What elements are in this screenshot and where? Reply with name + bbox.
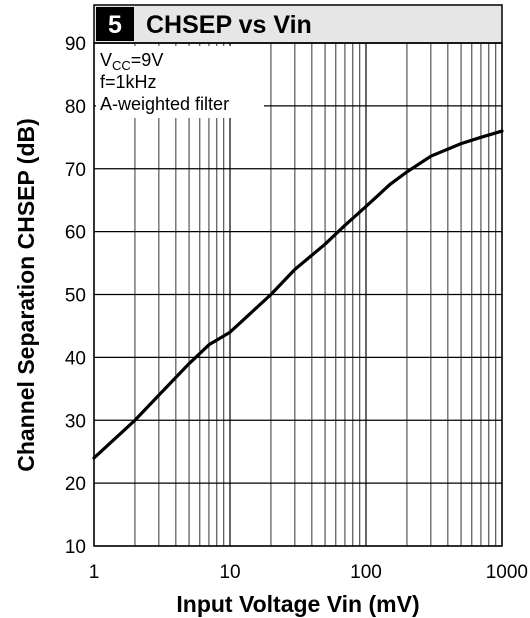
annotation-vcc: VCC=9V <box>100 50 163 73</box>
x-tick-label: 10 <box>219 562 240 583</box>
x-tick-label: 1 <box>89 562 100 583</box>
y-tick-label: 40 <box>65 348 86 369</box>
y-tick-label: 60 <box>65 223 86 244</box>
y-tick-label: 70 <box>65 160 86 181</box>
y-tick-label: 80 <box>65 97 86 118</box>
y-axis-label: Channel Separation CHSEP (dB) <box>13 118 39 472</box>
y-tick-labels: 10 20 30 40 50 60 70 80 90 <box>65 34 86 558</box>
y-tick-label: 20 <box>65 474 86 495</box>
x-axis-label: Input Voltage Vin (mV) <box>176 591 419 617</box>
annotation-vcc-sub: CC <box>112 58 131 73</box>
annotation-freq: f=1kHz <box>100 72 157 92</box>
major-grid <box>93 42 503 547</box>
title-badge <box>96 7 134 41</box>
plot-frame <box>93 42 503 547</box>
annotation-vcc-main: V <box>100 50 112 70</box>
x-tick-label: 100 <box>350 562 382 583</box>
title-bar <box>93 4 503 44</box>
x-tick-labels: 1 10 100 1000 <box>89 562 528 583</box>
x-tick-label: 1000 <box>486 562 528 583</box>
series-line <box>92 129 504 460</box>
annotation-filter: A-weighted filter <box>100 94 229 114</box>
y-tick-label: 50 <box>65 286 86 307</box>
y-tick-label: 30 <box>65 411 86 432</box>
title-badge-number: 5 <box>108 11 122 39</box>
y-tick-label: 90 <box>65 34 86 55</box>
annotation-background <box>96 46 264 118</box>
y-tick-label: 10 <box>65 537 86 558</box>
chart-title: CHSEP vs Vin <box>146 11 312 39</box>
annotation-vcc-value: =9V <box>131 50 164 70</box>
